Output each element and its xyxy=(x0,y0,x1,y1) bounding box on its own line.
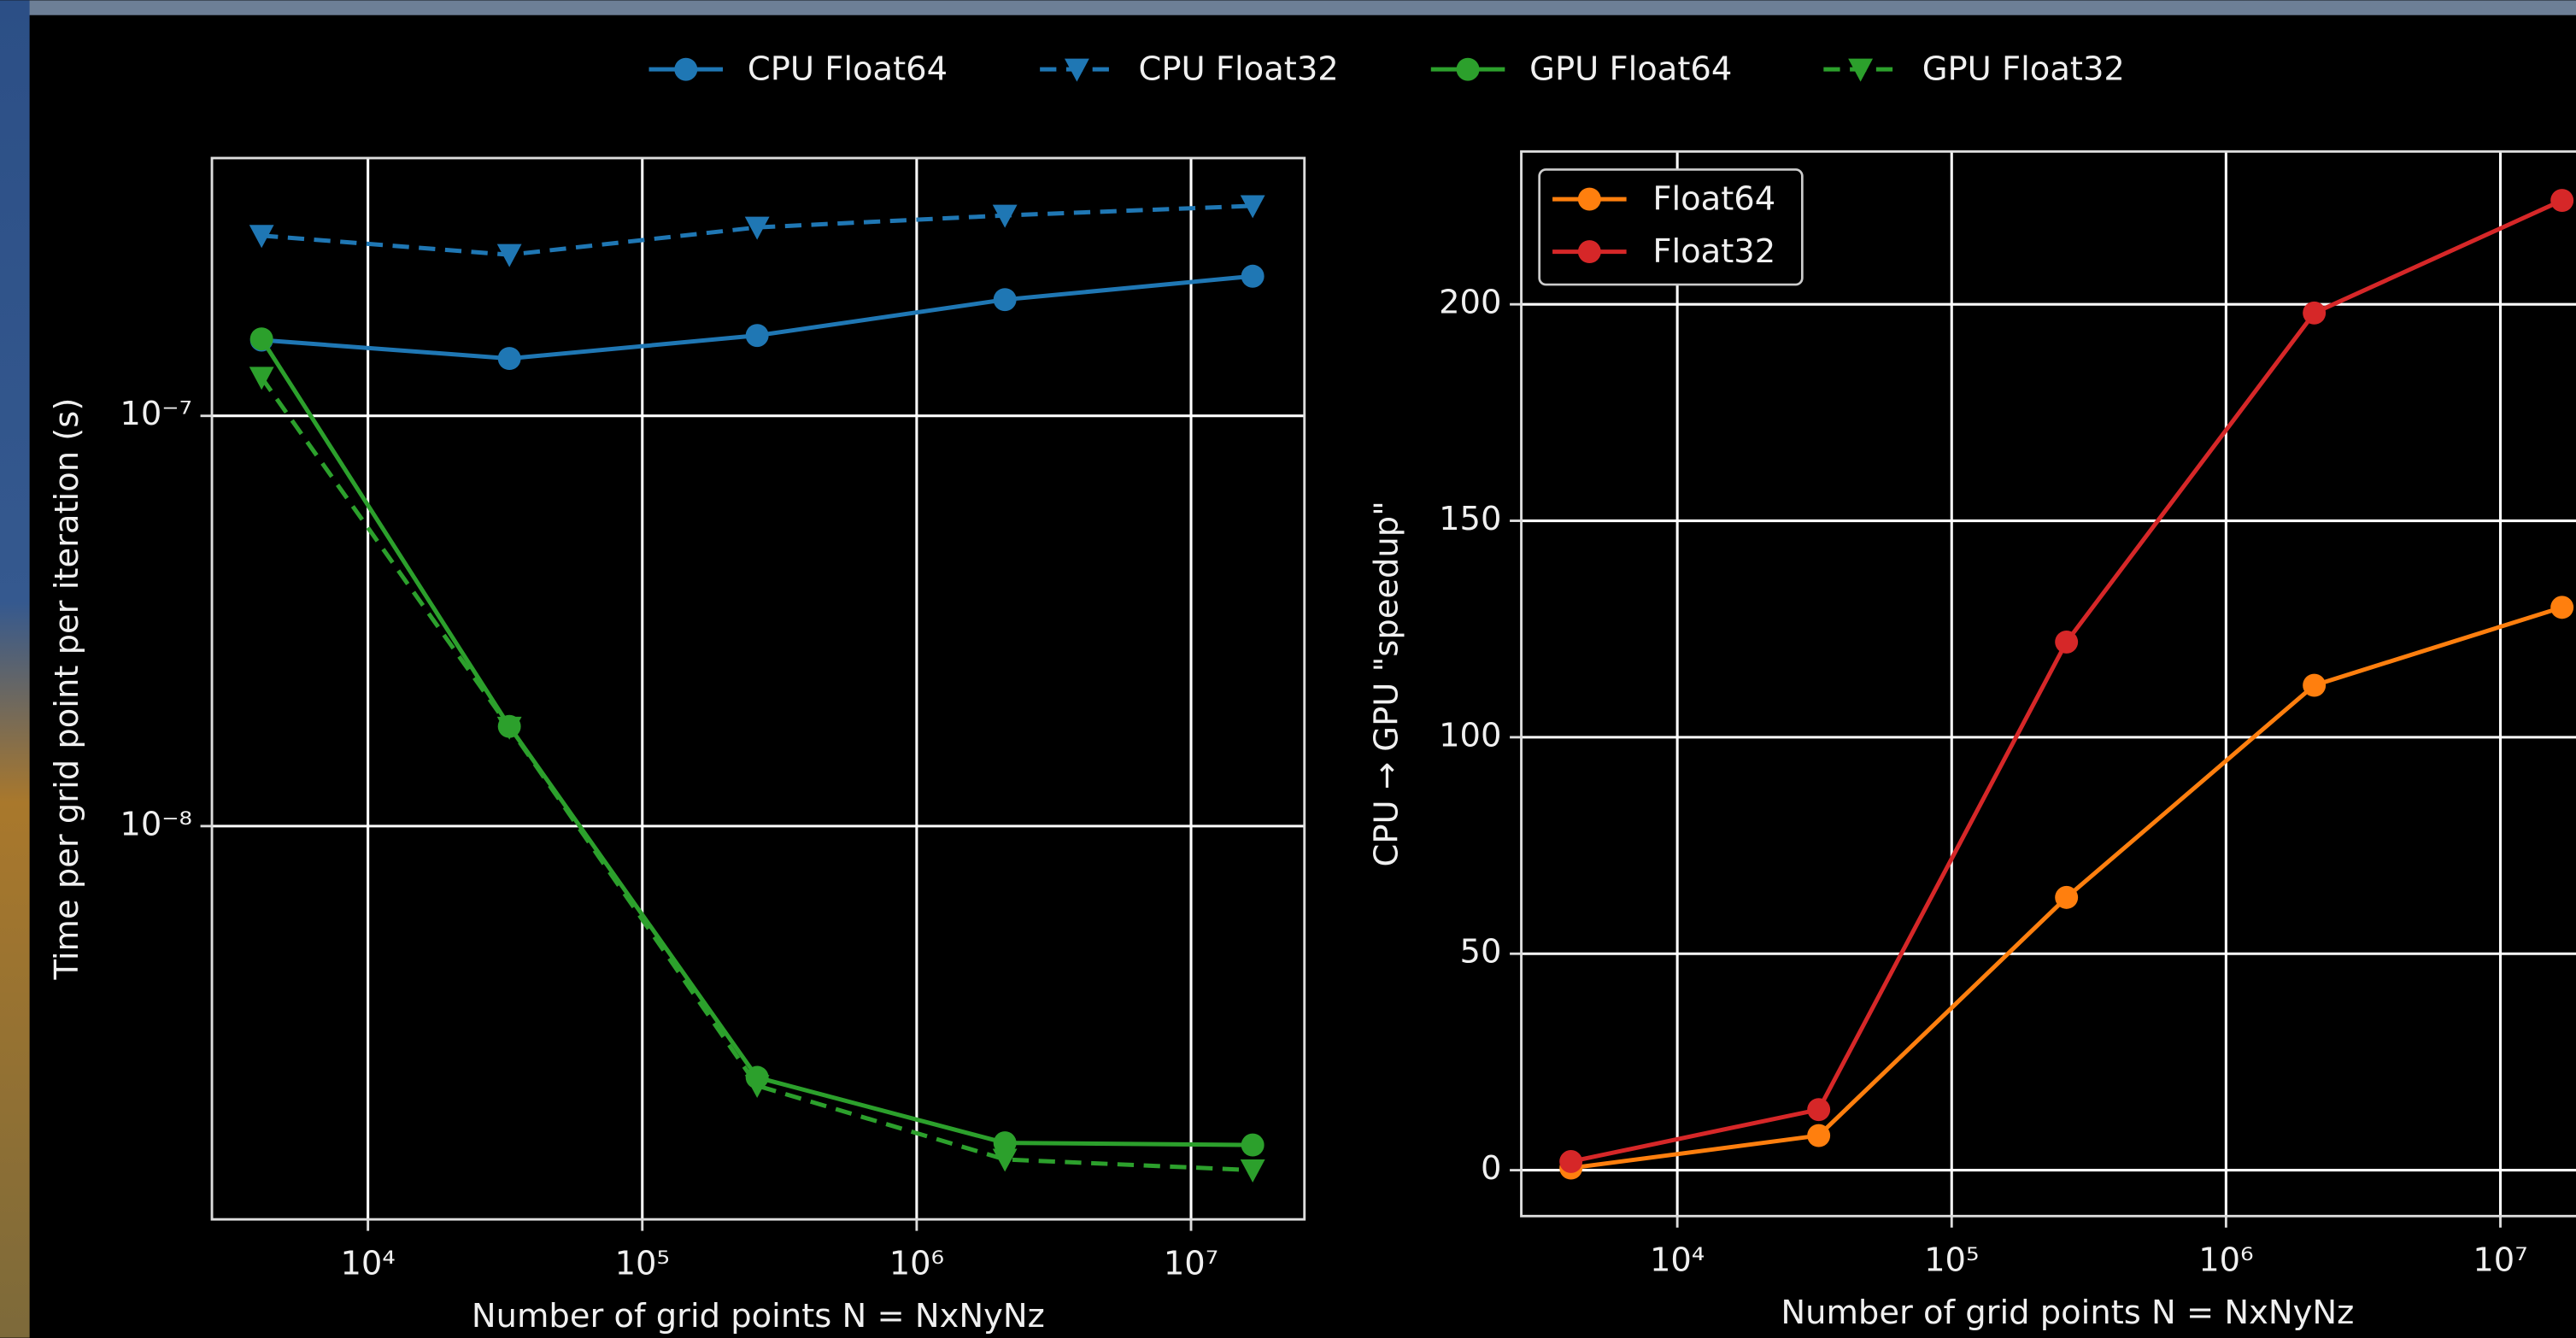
marker xyxy=(2055,886,2078,909)
legend-marker xyxy=(674,58,697,81)
y-tick-label: 10⁻⁷ xyxy=(120,395,192,433)
marker xyxy=(1241,1134,1265,1157)
figure: 10⁴ 10⁵ 10⁶ 10⁷ 10⁻⁸ 10⁻⁷ Number of grid point… xyxy=(0,0,2576,1338)
x-tick-label: 10⁵ xyxy=(615,1244,670,1282)
x-tick-label: 10⁴ xyxy=(340,1244,395,1282)
y-tick-label: 150 xyxy=(1439,500,1501,538)
backdrop-strip xyxy=(0,0,2576,15)
marker xyxy=(498,347,521,370)
legend-label: GPU Float64 xyxy=(1529,50,1732,89)
y-tick-label: 10⁻⁸ xyxy=(120,805,192,843)
y-tick-label: 100 xyxy=(1439,716,1501,754)
marker xyxy=(2303,674,2326,697)
x-axis-label: Number of grid points N = NxNyNz xyxy=(472,1297,1045,1335)
marker xyxy=(1807,1098,1830,1121)
legend-label: GPU Float32 xyxy=(1922,50,2125,89)
marker xyxy=(1807,1124,1830,1147)
x-tick-label: 10⁷ xyxy=(1164,1244,1218,1282)
y-axis-label: CPU → GPU "speedup" xyxy=(1367,501,1405,866)
legend-label: Float64 xyxy=(1652,179,1775,218)
legend-marker xyxy=(1457,58,1480,81)
marker xyxy=(2550,189,2573,212)
legend-marker xyxy=(1578,188,1601,211)
background xyxy=(0,0,2576,1337)
marker xyxy=(994,288,1017,311)
marker xyxy=(746,324,769,347)
marker xyxy=(1559,1150,1582,1173)
legend-label: Float32 xyxy=(1652,232,1775,271)
y-tick-label: 50 xyxy=(1460,933,1502,971)
marker xyxy=(1241,265,1265,288)
marker xyxy=(250,327,273,350)
x-tick-label: 10⁷ xyxy=(2473,1241,2527,1280)
y-axis-label: Time per grid point per iteration (s) xyxy=(48,398,86,981)
legend-label: CPU Float64 xyxy=(748,50,948,89)
y-tick-label: 0 xyxy=(1481,1149,1501,1188)
x-axis-label: Number of grid points N = NxNyNz xyxy=(1781,1294,2354,1332)
legend-marker xyxy=(1578,240,1601,263)
backdrop-edge xyxy=(0,0,30,1337)
marker xyxy=(2055,631,2078,654)
x-tick-label: 10⁵ xyxy=(1924,1241,1979,1280)
x-tick-label: 10⁶ xyxy=(2198,1241,2253,1280)
y-tick-label: 200 xyxy=(1439,284,1501,322)
x-tick-label: 10⁴ xyxy=(1650,1241,1705,1280)
marker xyxy=(2550,596,2573,619)
marker xyxy=(2303,302,2326,325)
x-tick-label: 10⁶ xyxy=(889,1244,944,1282)
legend-label: CPU Float32 xyxy=(1139,50,1339,89)
